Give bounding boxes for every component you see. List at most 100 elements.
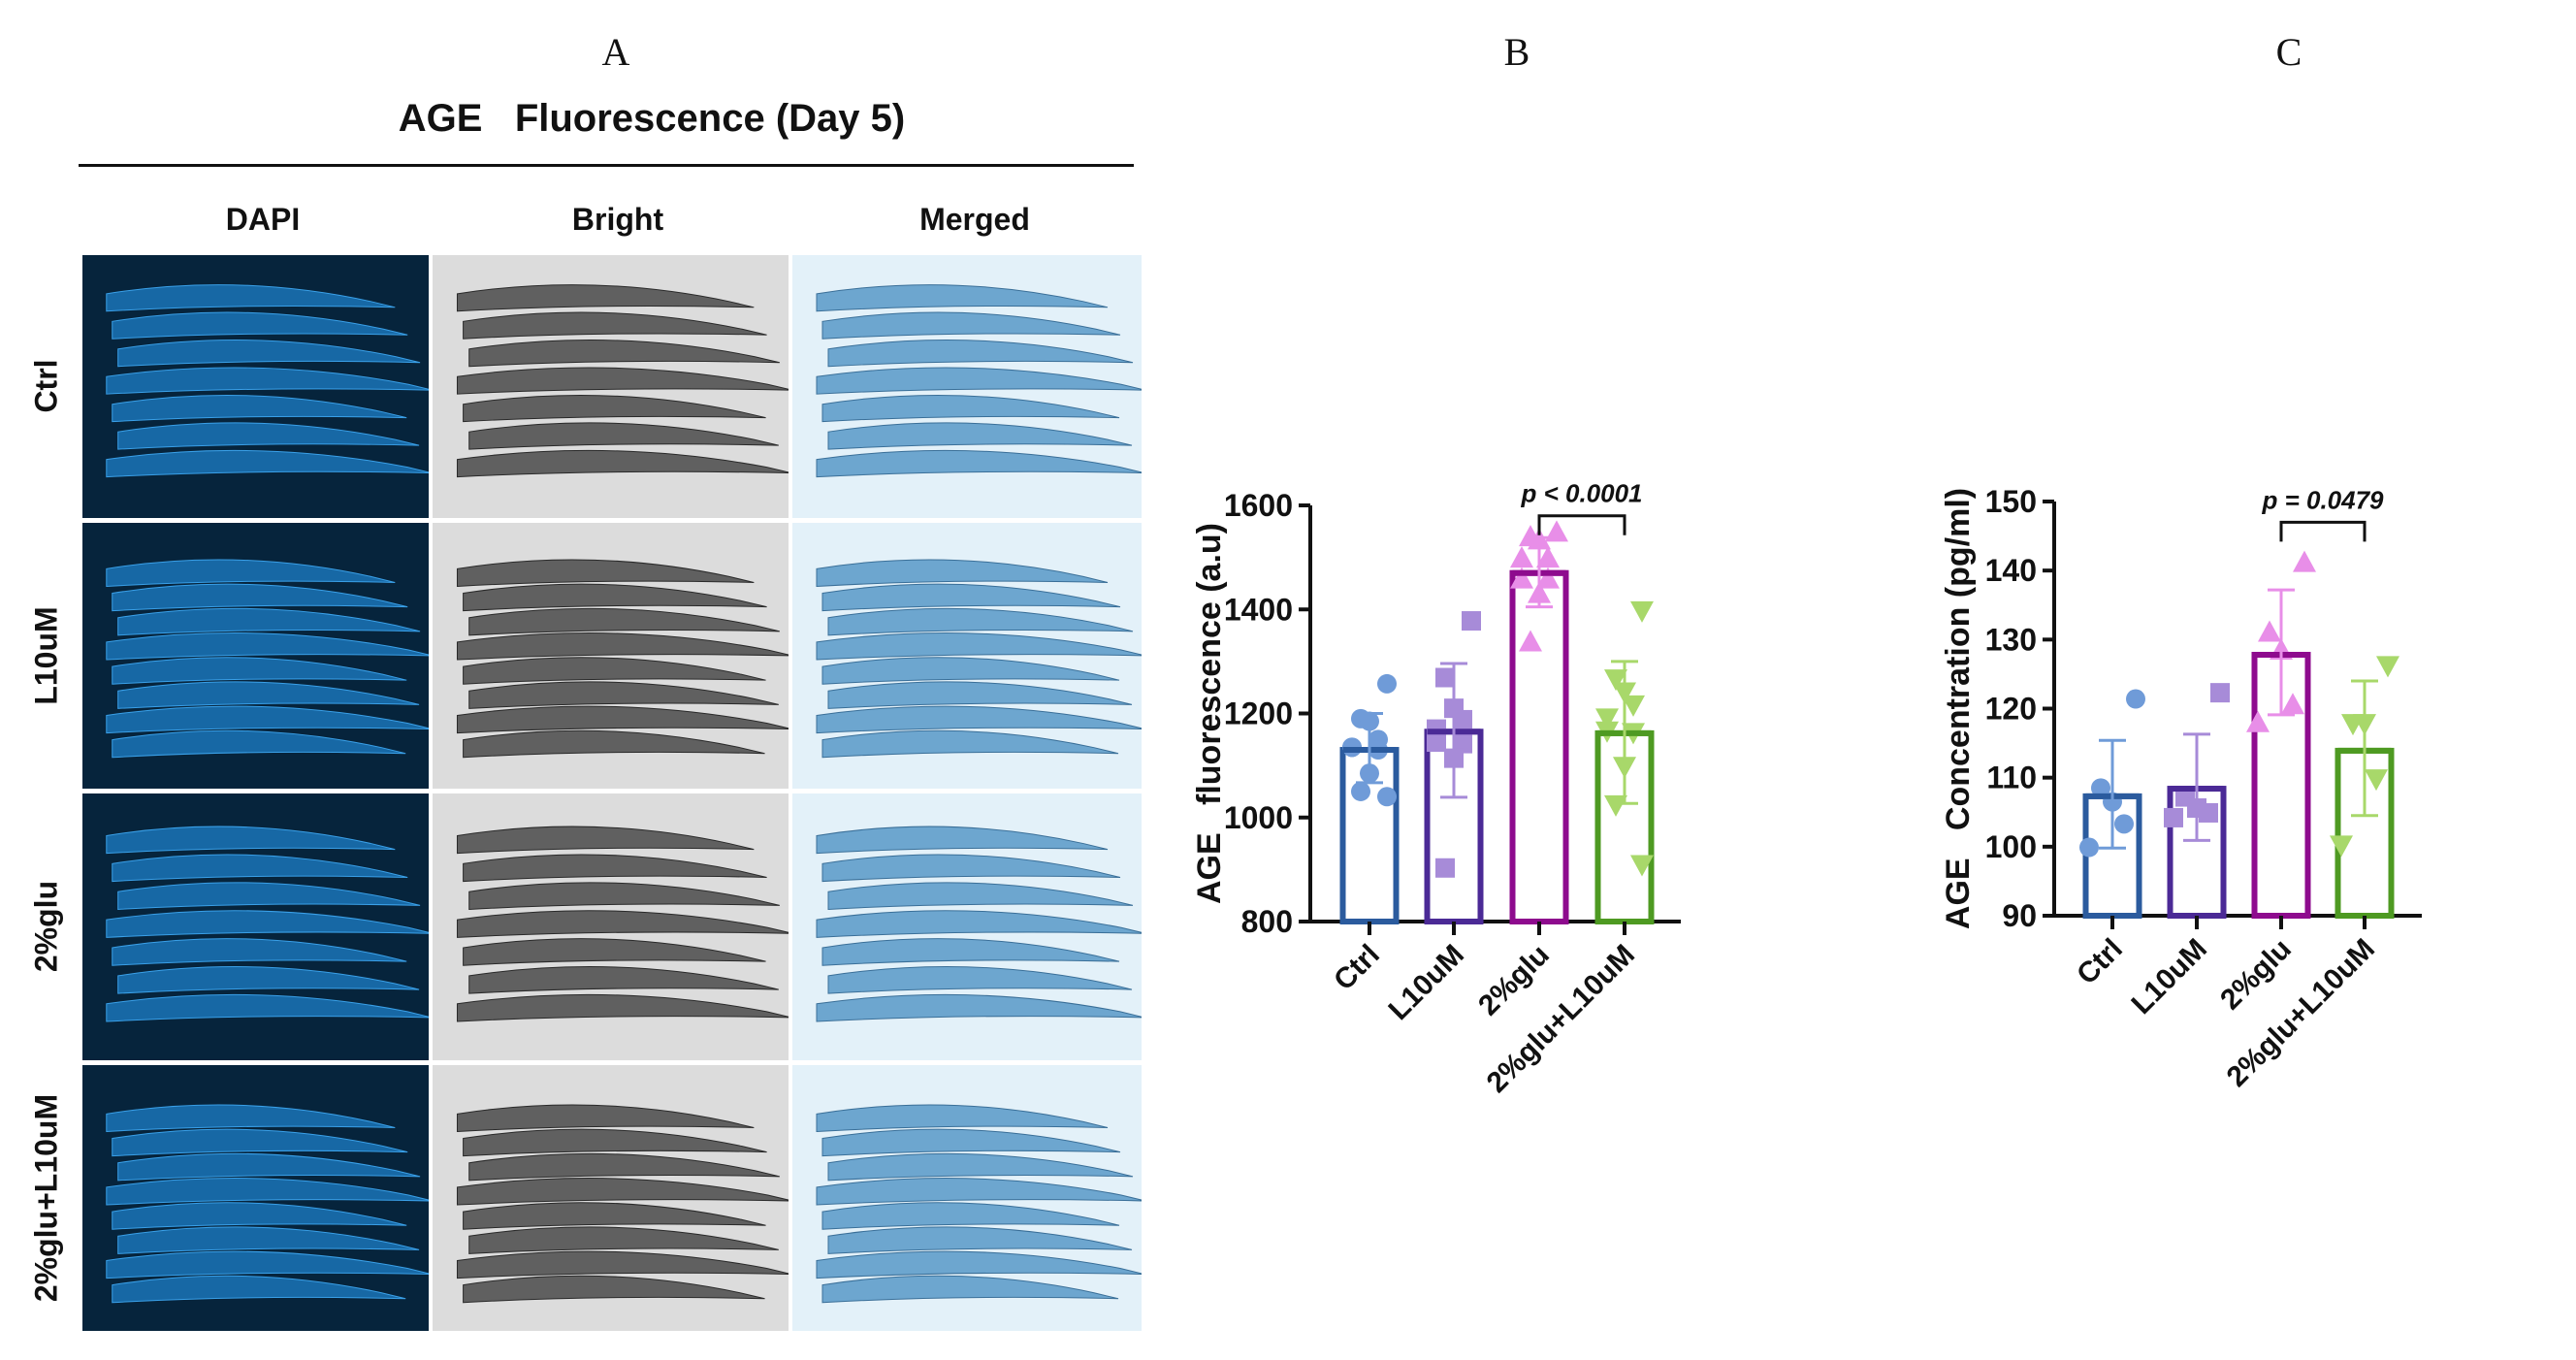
chart-b-data-point	[1427, 719, 1446, 739]
chart-b-data-point	[1453, 709, 1472, 729]
chart-c-data-point	[2293, 550, 2316, 572]
chart-b-data-point	[1622, 723, 1645, 745]
microscopy-image-merged-row-4	[792, 1065, 1142, 1331]
chart-b-data-point	[1377, 787, 1397, 807]
chart-b-x-tick-label: L10uM	[1382, 939, 1470, 1027]
row-label-2glu-l10um: 2%glu+L10uM	[28, 1093, 64, 1303]
microscopy-image-dapi-row-2	[82, 523, 429, 789]
chart-b-p-value: p < 0.0001	[1520, 479, 1642, 508]
row-label-l10um: L10uM	[28, 606, 64, 705]
chart-c-data-point	[2270, 638, 2293, 661]
chart-b-data-point	[1519, 525, 1542, 547]
chart-b-data-point	[1435, 858, 1455, 878]
chart-b-data-point	[1444, 698, 1464, 719]
chart-c-data-point	[2210, 683, 2230, 703]
chart-b-x-tick-label: 2%glu+L10uM	[1481, 939, 1641, 1099]
chart-c-x-tick-label: 2%glu	[2214, 933, 2298, 1017]
chart-b-data-point	[1427, 731, 1446, 752]
chart-b-data-point	[1510, 567, 1533, 589]
chart-b-data-point	[1545, 520, 1568, 542]
chart-c-y-tick-label: 110	[1986, 761, 2037, 795]
chart-c-bar-0	[2082, 793, 2142, 919]
microscopy-image-bright-row-4	[433, 1065, 789, 1331]
chart-b-y-tick-label: 1200	[1224, 696, 1293, 731]
chart-c-data-point	[2353, 714, 2376, 736]
chart-b-x-tick-label: Ctrl	[1328, 939, 1386, 997]
chart-b-data-point	[1604, 794, 1627, 817]
chart-c-data-point	[2341, 714, 2365, 736]
column-header-merged: Merged	[919, 202, 1030, 237]
chart-c-bar-3	[2334, 747, 2395, 920]
row-label-2glu: 2%glu	[28, 880, 64, 973]
chart-c-significance-bracket	[2279, 520, 2367, 542]
chart-c-data-point	[2103, 792, 2122, 812]
chart-c-data-point	[2246, 710, 2270, 732]
chart-b-data-point	[1351, 708, 1370, 729]
chart-c-p-value: p = 0.0479	[2261, 485, 2384, 514]
chart-b-bar-3	[1594, 729, 1655, 924]
chart-b-data-point	[1444, 748, 1464, 768]
microscopy-image-merged-row-1	[792, 255, 1142, 518]
chart-b-data-point	[1528, 581, 1551, 603]
chart-c-y-tick-label: 130	[1985, 622, 2037, 657]
microscopy-image-bright-row-2	[433, 523, 789, 789]
microscopy-image-dapi-row-4	[82, 1065, 429, 1331]
chart-b-data-point	[1368, 740, 1388, 761]
chart-b-data-point	[1360, 763, 1379, 784]
chart-c-bar-2	[2251, 651, 2311, 919]
chart-b-significance-bracket	[1537, 514, 1626, 535]
chart-c-y-tick-label: 120	[1985, 692, 2037, 727]
chart-b-data-point	[1360, 711, 1379, 731]
column-header-bright: Bright	[571, 202, 664, 237]
chart-b-data-point	[1342, 737, 1362, 758]
panel-label-a: A	[601, 30, 630, 74]
chart-c-data-point	[2126, 689, 2145, 709]
chart-b-y-tick-label: 1600	[1224, 488, 1293, 523]
chart-c-x-tick-label: L10uM	[2125, 933, 2213, 1021]
chart-c-data-point	[2258, 620, 2281, 642]
panel-a-title: AGE Fluorescence (Day 5)	[398, 97, 906, 140]
chart-b-data-point	[1536, 546, 1560, 568]
chart-b-data-point	[1613, 757, 1636, 779]
chart-b-data-point	[1622, 695, 1645, 717]
chart-c-data-point	[2175, 787, 2195, 807]
chart-b-data-point	[1613, 682, 1636, 704]
microscopy-image-bright-row-3	[433, 793, 789, 1060]
column-header-dapi: DAPI	[225, 202, 301, 237]
chart-b-bar-2	[1509, 569, 1569, 925]
chart-c-data-point	[2281, 693, 2304, 715]
row-label-ctrl: Ctrl	[28, 359, 64, 413]
chart-c-data-point	[2187, 797, 2206, 818]
chart-b-data-point	[1536, 567, 1560, 589]
chart-c-y-tick-label: 100	[1985, 829, 2037, 864]
chart-b-y-tick-label: 1400	[1224, 592, 1293, 627]
chart-b-data-point	[1528, 528, 1551, 550]
chart-b-y-axis-label: AGE fluorescence (a.u)	[1191, 523, 1228, 904]
chart-b-bar-1	[1424, 729, 1484, 924]
chart-b-data-point	[1519, 630, 1542, 652]
chart-c-bar-1	[2167, 786, 2227, 920]
chart-b-data-point	[1462, 611, 1481, 631]
chart-b-data-point	[1510, 546, 1533, 568]
chart-b-data-point	[1368, 729, 1388, 750]
chart-c-y-axis-label: AGE Concentration (pg/ml)	[1940, 488, 1977, 929]
chart-b-data-point	[1453, 733, 1472, 754]
chart-b-data-point	[1435, 667, 1455, 688]
microscopy-image-dapi-row-1	[82, 255, 429, 518]
chart-c-data-point	[2199, 802, 2218, 823]
chart-b-bar-0	[1339, 747, 1400, 924]
chart-b-data-point	[1351, 781, 1370, 801]
chart-c-x-tick-label: Ctrl	[2071, 933, 2129, 991]
chart-b-x-tick-label: 2%glu	[1472, 939, 1556, 1022]
panel-label-b: B	[1503, 30, 1530, 74]
panel-label-c: C	[2275, 30, 2302, 74]
chart-c-data-point	[2091, 778, 2110, 798]
chart-b-data-point	[1377, 673, 1397, 694]
chart-c-y-tick-label: 140	[1985, 553, 2037, 588]
chart-b-data-point	[1630, 600, 1654, 623]
chart-b-y-tick-label: 800	[1241, 904, 1293, 939]
chart-c-data-point	[2376, 656, 2399, 678]
microscopy-image-merged-row-3	[792, 793, 1142, 1060]
title-divider	[79, 164, 1134, 167]
chart-b-data-point	[1595, 708, 1619, 730]
